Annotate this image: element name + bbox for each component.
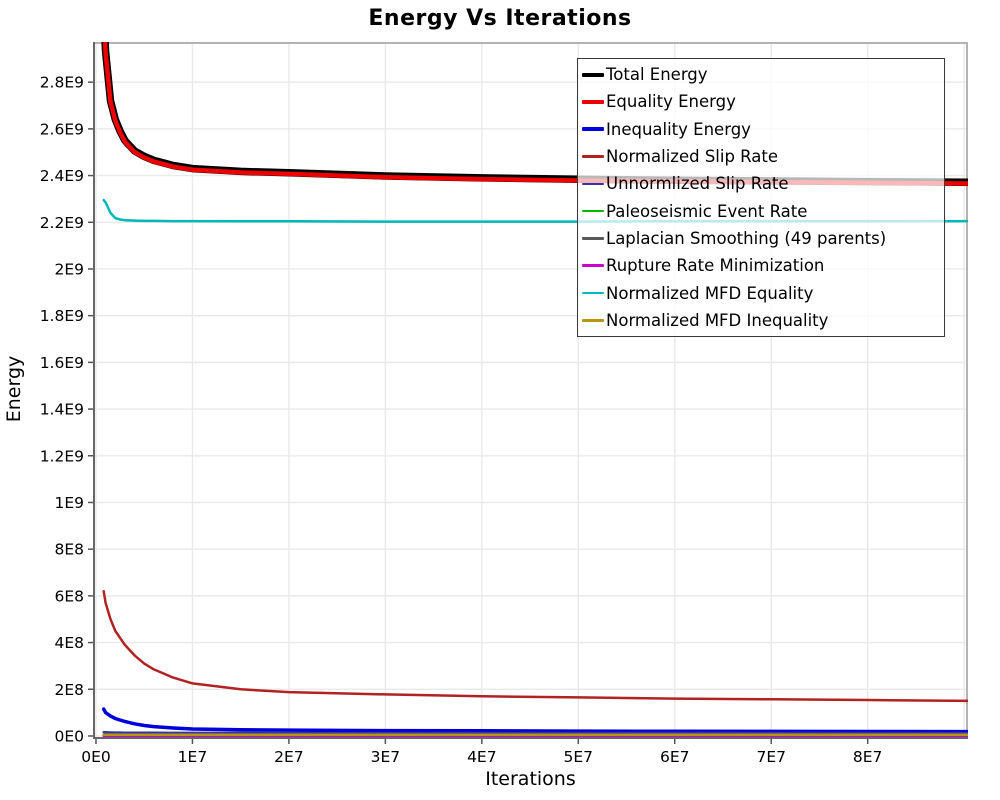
legend-item-label: Equality Energy	[606, 92, 736, 112]
y-axis-tick-label: 2.6E9	[40, 120, 84, 138]
legend-item: Normalized MFD Equality	[582, 280, 944, 306]
legend-item-label: Rupture Rate Minimization	[606, 256, 825, 276]
x-axis-tick-label: 1E7	[178, 748, 208, 766]
legend-line-swatch	[582, 237, 604, 240]
legend-line-swatch	[582, 291, 604, 295]
x-axis-title: Iterations	[485, 768, 576, 790]
legend-line-swatch	[582, 209, 604, 213]
x-axis-tick-label: 4E7	[467, 748, 497, 766]
y-axis-tick-label: 0E0	[54, 727, 84, 745]
legend-item-label: Normalized Slip Rate	[606, 147, 779, 167]
series-line	[102, 589, 968, 703]
legend-item: Rupture Rate Minimization	[582, 253, 944, 279]
legend-item-label: Paleoseismic Event Rate	[606, 201, 808, 221]
legend-item-label: Normalized MFD Equality	[606, 283, 814, 303]
y-axis-tick-label: 2.8E9	[40, 74, 84, 92]
legend-item: Total Energy	[582, 62, 944, 88]
y-axis-tick-label: 4E8	[54, 634, 84, 652]
y-axis-tick-label: 1.4E9	[40, 401, 84, 419]
x-axis-tick-label: 5E7	[564, 748, 594, 766]
legend-line-swatch	[582, 155, 604, 158]
legend-item: Paleoseismic Event Rate	[582, 198, 944, 224]
x-axis-tick-label: 2E7	[274, 748, 304, 766]
y-axis-tick-label: 2E9	[54, 260, 84, 278]
legend-item: Equality Energy	[582, 89, 944, 115]
legend-line-swatch	[582, 99, 604, 104]
legend-line-swatch	[582, 319, 604, 322]
chart-title: Energy Vs Iterations	[368, 6, 632, 31]
y-axis-tick-label: 6E8	[54, 587, 84, 605]
x-axis-tick-label: 6E7	[660, 748, 690, 766]
y-axis-tick-label: 1.8E9	[40, 307, 84, 325]
legend-line-swatch	[582, 127, 604, 132]
y-axis-tick-label: 1.6E9	[40, 354, 84, 372]
legend-item-label: Inequality Energy	[606, 119, 751, 139]
x-axis-tick-label: 7E7	[756, 748, 786, 766]
x-axis-tick-label: 8E7	[853, 748, 883, 766]
x-axis-tick-label: 0E0	[81, 748, 111, 766]
y-axis-tick-label: 1.2E9	[40, 447, 84, 465]
legend-item: Inequality Energy	[582, 116, 944, 142]
legend-line-swatch	[582, 264, 604, 267]
y-axis-tick-label: 2E8	[54, 681, 84, 699]
legend-item-label: Laplacian Smoothing (49 parents)	[606, 228, 887, 248]
legend-item-label: Unnormlized Slip Rate	[606, 174, 789, 194]
legend-item: Normalized Slip Rate	[582, 144, 944, 170]
legend-item: Unnormlized Slip Rate	[582, 171, 944, 197]
x-axis-tick-label: 3E7	[371, 748, 401, 766]
legend-item-label: Normalized MFD Inequality	[606, 310, 829, 330]
legend-box: Total Energy Equality Energy Inequality En…	[577, 58, 945, 337]
legend-line-swatch	[582, 72, 604, 77]
series-line	[101, 707, 968, 734]
legend-item-label: Total Energy	[606, 65, 708, 85]
legend-item: Laplacian Smoothing (49 parents)	[582, 225, 944, 251]
series-line	[102, 730, 968, 735]
y-axis-tick-label: 2.2E9	[40, 214, 84, 232]
y-axis-title: Energy	[3, 355, 25, 423]
y-axis-tick-label: 1E9	[54, 494, 84, 512]
y-axis-tick-label: 2.4E9	[40, 167, 84, 185]
legend-item: Normalized MFD Inequality	[582, 307, 944, 333]
legend-line-swatch	[582, 182, 604, 186]
y-axis-tick-label: 8E8	[54, 541, 84, 559]
